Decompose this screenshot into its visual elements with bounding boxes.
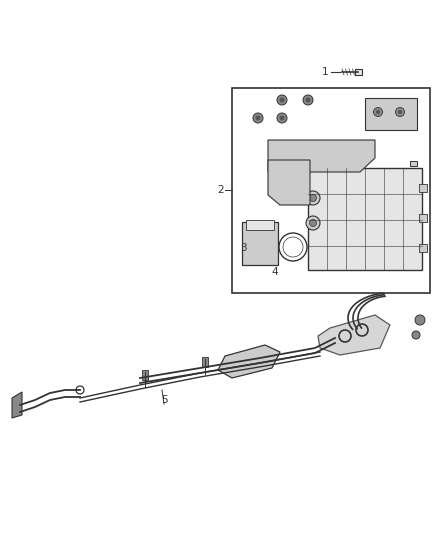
Circle shape bbox=[412, 331, 420, 339]
Circle shape bbox=[279, 116, 285, 120]
Bar bbox=[246, 220, 274, 230]
Bar bbox=[365, 98, 417, 130]
Circle shape bbox=[303, 95, 313, 105]
Circle shape bbox=[415, 315, 425, 325]
Bar bbox=[308, 168, 422, 270]
Circle shape bbox=[306, 216, 320, 230]
Polygon shape bbox=[318, 315, 390, 355]
Text: 4: 4 bbox=[272, 267, 278, 277]
Circle shape bbox=[253, 113, 263, 123]
Circle shape bbox=[396, 108, 405, 117]
Circle shape bbox=[310, 220, 317, 227]
Bar bbox=[142, 370, 148, 380]
Text: 3: 3 bbox=[240, 243, 247, 253]
Bar bbox=[419, 184, 427, 192]
Bar bbox=[232, 88, 430, 293]
Polygon shape bbox=[268, 160, 310, 205]
Circle shape bbox=[305, 98, 311, 102]
Bar bbox=[202, 357, 208, 367]
Circle shape bbox=[306, 191, 320, 205]
Circle shape bbox=[255, 116, 261, 120]
Bar bbox=[313, 161, 320, 166]
Circle shape bbox=[277, 113, 287, 123]
Text: 2: 2 bbox=[217, 185, 224, 195]
Polygon shape bbox=[268, 140, 375, 172]
Polygon shape bbox=[218, 345, 280, 378]
Bar bbox=[419, 244, 427, 252]
Circle shape bbox=[279, 98, 285, 102]
Bar bbox=[419, 214, 427, 222]
Text: 1: 1 bbox=[321, 67, 328, 77]
Circle shape bbox=[398, 110, 402, 114]
Text: 5: 5 bbox=[161, 395, 167, 405]
Circle shape bbox=[310, 195, 317, 201]
Bar bbox=[410, 161, 417, 166]
Bar bbox=[355, 69, 362, 75]
Circle shape bbox=[277, 95, 287, 105]
Circle shape bbox=[374, 108, 382, 117]
Polygon shape bbox=[12, 392, 22, 418]
Bar bbox=[242, 222, 278, 265]
Circle shape bbox=[376, 110, 380, 114]
